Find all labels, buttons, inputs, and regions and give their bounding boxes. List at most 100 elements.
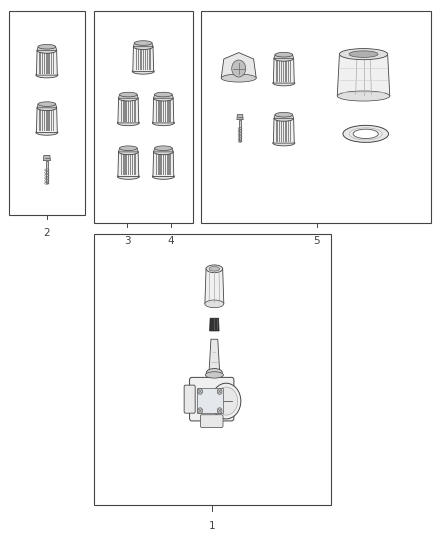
Polygon shape (274, 55, 293, 59)
Polygon shape (42, 109, 43, 131)
Ellipse shape (37, 47, 57, 53)
Polygon shape (281, 120, 282, 142)
Polygon shape (36, 51, 57, 75)
Polygon shape (43, 156, 50, 160)
Polygon shape (125, 100, 127, 122)
Polygon shape (39, 109, 41, 131)
Polygon shape (118, 98, 139, 123)
Polygon shape (49, 52, 50, 74)
Polygon shape (127, 153, 129, 175)
Polygon shape (44, 109, 45, 131)
Polygon shape (149, 48, 151, 70)
Polygon shape (156, 100, 157, 122)
Polygon shape (51, 52, 52, 74)
Circle shape (212, 383, 241, 419)
Polygon shape (51, 109, 52, 131)
Polygon shape (154, 148, 173, 152)
Polygon shape (286, 60, 287, 82)
Polygon shape (160, 100, 162, 122)
Polygon shape (49, 109, 50, 131)
Polygon shape (283, 60, 285, 82)
Polygon shape (121, 153, 122, 175)
Polygon shape (274, 115, 293, 118)
Polygon shape (123, 100, 124, 122)
Polygon shape (170, 100, 171, 122)
Circle shape (215, 387, 238, 415)
Polygon shape (273, 59, 294, 83)
Polygon shape (125, 153, 127, 175)
Polygon shape (42, 52, 43, 74)
Ellipse shape (155, 92, 172, 97)
FancyBboxPatch shape (201, 415, 223, 427)
Polygon shape (37, 47, 57, 51)
Polygon shape (167, 153, 169, 175)
Polygon shape (209, 339, 219, 371)
Polygon shape (158, 153, 159, 175)
Polygon shape (147, 48, 148, 70)
Polygon shape (288, 120, 289, 142)
Polygon shape (205, 269, 224, 304)
Ellipse shape (134, 44, 153, 50)
Polygon shape (46, 52, 48, 74)
Polygon shape (154, 94, 173, 98)
Polygon shape (153, 152, 174, 176)
Polygon shape (283, 120, 285, 142)
Ellipse shape (206, 368, 222, 376)
Polygon shape (337, 55, 390, 96)
Ellipse shape (152, 120, 174, 126)
Ellipse shape (273, 80, 295, 86)
Ellipse shape (274, 116, 293, 121)
Polygon shape (119, 94, 138, 98)
Polygon shape (53, 109, 54, 131)
Bar (201, 11, 431, 223)
Ellipse shape (274, 55, 293, 61)
Polygon shape (153, 98, 174, 123)
Ellipse shape (38, 44, 56, 49)
Ellipse shape (155, 146, 172, 150)
Polygon shape (134, 153, 136, 175)
Bar (46, 160, 48, 183)
Polygon shape (290, 60, 291, 82)
Ellipse shape (343, 125, 389, 142)
Polygon shape (118, 152, 139, 176)
Ellipse shape (120, 92, 137, 97)
Polygon shape (273, 118, 294, 143)
Circle shape (217, 408, 222, 414)
Ellipse shape (154, 149, 173, 155)
Polygon shape (286, 120, 287, 142)
Circle shape (198, 408, 202, 414)
Bar (94, 234, 331, 505)
Polygon shape (39, 52, 41, 74)
Polygon shape (165, 100, 166, 122)
Polygon shape (121, 100, 122, 122)
Polygon shape (36, 108, 57, 133)
Polygon shape (46, 109, 48, 131)
Polygon shape (145, 48, 146, 70)
Ellipse shape (339, 49, 388, 60)
Text: 4: 4 (167, 237, 174, 246)
Polygon shape (134, 43, 153, 47)
Polygon shape (134, 100, 136, 122)
Polygon shape (123, 153, 124, 175)
Text: 2: 2 (43, 229, 50, 238)
Ellipse shape (119, 149, 138, 155)
Polygon shape (132, 100, 134, 122)
Ellipse shape (209, 266, 219, 271)
Bar (9, 11, 85, 215)
Text: 3: 3 (124, 237, 131, 246)
Polygon shape (162, 100, 164, 122)
Polygon shape (281, 60, 282, 82)
Ellipse shape (275, 52, 293, 57)
Polygon shape (221, 53, 256, 78)
Ellipse shape (36, 72, 58, 78)
Ellipse shape (206, 265, 223, 273)
Polygon shape (167, 100, 169, 122)
Polygon shape (138, 48, 139, 70)
Bar (197, 387, 223, 413)
Ellipse shape (38, 102, 56, 107)
Ellipse shape (134, 41, 152, 45)
Polygon shape (130, 153, 131, 175)
Ellipse shape (117, 174, 139, 179)
FancyBboxPatch shape (190, 377, 234, 421)
Ellipse shape (119, 95, 138, 101)
